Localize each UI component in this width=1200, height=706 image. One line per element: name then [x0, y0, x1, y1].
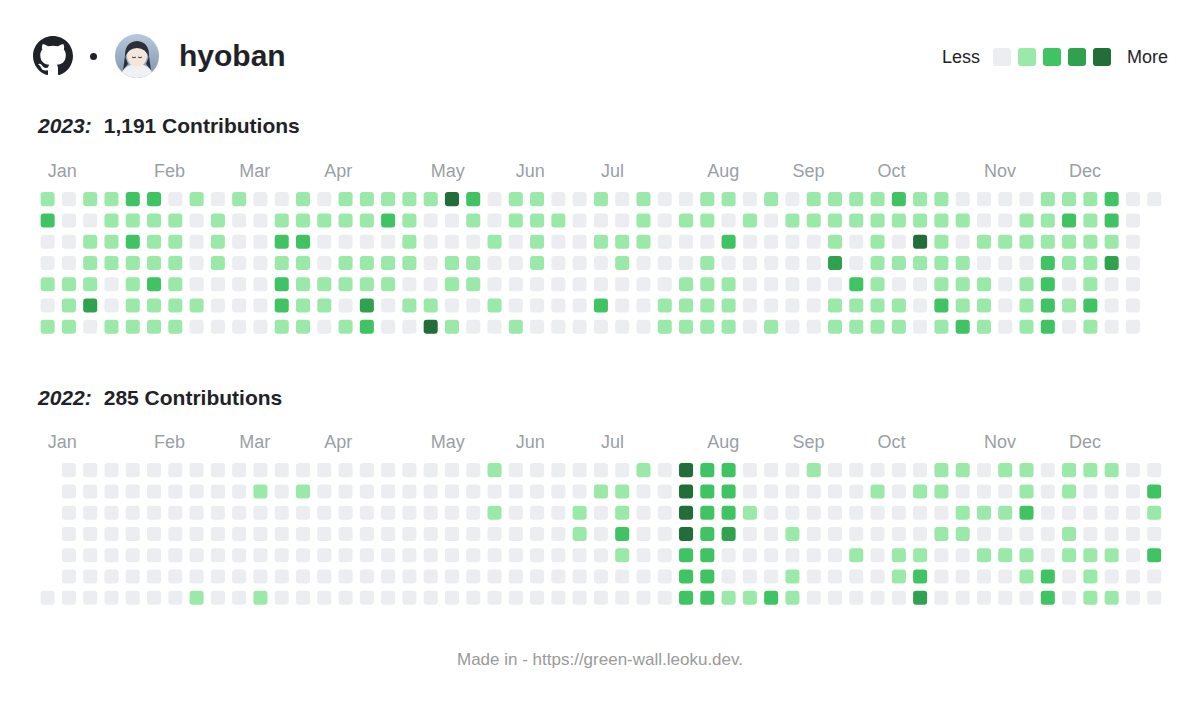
svg-text:May: May: [431, 161, 465, 181]
svg-text:1,191 Contributions: 1,191 Contributions: [104, 114, 300, 137]
svg-text:Oct: Oct: [878, 161, 906, 181]
svg-text:Nov: Nov: [984, 432, 1016, 452]
svg-text:Mar: Mar: [239, 161, 270, 181]
html-text:More: More: [1127, 46, 1168, 67]
svg-text:Dec: Dec: [1069, 161, 1101, 181]
svg-text:Oct: Oct: [878, 432, 906, 452]
svg-text:Sep: Sep: [792, 432, 824, 452]
svg-text:Aug: Aug: [707, 432, 739, 452]
svg-text:Feb: Feb: [154, 161, 185, 181]
svg-text:Jun: Jun: [516, 161, 545, 181]
html-text:Less: Less: [942, 46, 980, 67]
svg-text:Jul: Jul: [601, 432, 624, 452]
svg-text:2023:: 2023:: [37, 114, 92, 137]
svg-text:Apr: Apr: [324, 161, 352, 181]
svg-text:Jul: Jul: [601, 161, 624, 181]
svg-text:Jun: Jun: [516, 432, 545, 452]
svg-text:Apr: Apr: [324, 432, 352, 452]
html-text:hyoban: hyoban: [179, 39, 286, 72]
svg-text:2022:: 2022:: [37, 386, 92, 409]
svg-text:Sep: Sep: [792, 161, 824, 181]
svg-text:Mar: Mar: [239, 432, 270, 452]
svg-text:Feb: Feb: [154, 432, 185, 452]
svg-text:Aug: Aug: [707, 161, 739, 181]
svg-text:Nov: Nov: [984, 161, 1016, 181]
svg-text:Jan: Jan: [48, 161, 77, 181]
svg-text:May: May: [431, 432, 465, 452]
html-text:Made in - https://green-wall.l: Made in - https://green-wall.leoku.dev.: [457, 650, 743, 669]
svg-text:Dec: Dec: [1069, 432, 1101, 452]
svg-text:Jan: Jan: [48, 432, 77, 452]
svg-text:285 Contributions: 285 Contributions: [104, 386, 283, 409]
